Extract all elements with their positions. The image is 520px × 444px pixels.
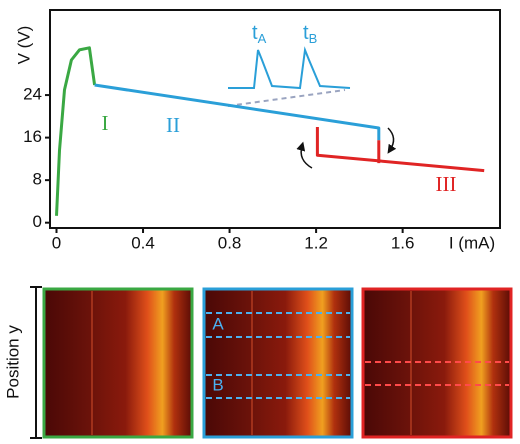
- series-label: I: [102, 111, 109, 135]
- x-tick-label: 0.4: [131, 233, 155, 252]
- x-tick-label: 1.2: [304, 233, 328, 252]
- inset-label: tA: [252, 22, 267, 46]
- y-tick-label: 16: [23, 127, 42, 146]
- x-tick-label: 0: [52, 233, 61, 252]
- arrow: [296, 141, 313, 169]
- plot-frame: [49, 9, 501, 229]
- image-blue: [202, 287, 354, 439]
- series-label: II: [166, 113, 180, 137]
- inset: tA tB: [227, 22, 351, 107]
- inset-label: tB: [303, 22, 317, 46]
- line-label: A: [212, 314, 224, 333]
- y-tick-label: 24: [23, 85, 42, 104]
- x-tick-label: 1.6: [391, 233, 415, 252]
- x-tick-label: 0.8: [218, 233, 242, 252]
- inset-pointer: [227, 89, 346, 107]
- inset-sub: B: [309, 31, 318, 46]
- inset-pulses: [228, 46, 351, 90]
- image-y-label: Position y: [3, 325, 22, 399]
- image-panels: Position y A B: [3, 286, 513, 439]
- inset-symbol: t: [303, 22, 309, 44]
- inset-sub: A: [258, 31, 267, 46]
- image-green: [42, 287, 194, 439]
- y-tick-label: 8: [33, 170, 42, 189]
- arrow: [387, 127, 397, 154]
- series-line: [55, 46, 97, 216]
- series-label: III: [436, 172, 457, 196]
- line-label: B: [212, 375, 223, 394]
- y-tick-label: 0: [33, 212, 42, 231]
- y-axis-label: V (V): [14, 26, 33, 65]
- series-line: [94, 83, 381, 141]
- inset-symbol: t: [252, 22, 258, 44]
- x-axis-label: I (mA): [449, 233, 495, 252]
- series-line: [315, 127, 485, 173]
